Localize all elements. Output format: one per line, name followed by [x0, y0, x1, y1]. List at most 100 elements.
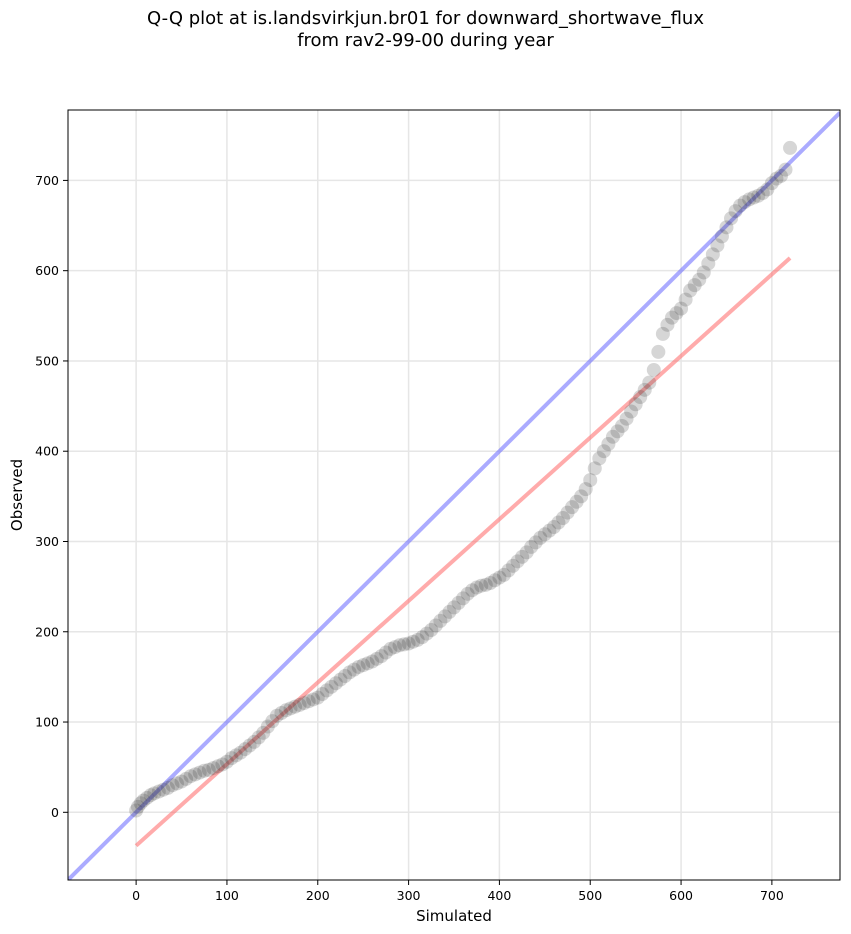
data-point	[251, 730, 266, 745]
data-point	[478, 577, 493, 592]
x-tick-label: 500	[578, 888, 602, 903]
data-point	[310, 690, 325, 705]
data-point	[192, 765, 207, 780]
data-point	[601, 436, 616, 451]
data-point	[374, 649, 389, 664]
data-point	[560, 505, 575, 520]
data-point	[315, 687, 330, 702]
data-point	[451, 595, 466, 610]
data-point	[306, 692, 321, 707]
data-point	[197, 763, 212, 778]
data-point	[328, 676, 343, 691]
data-point	[169, 776, 184, 791]
data-point	[333, 672, 348, 687]
data-point	[751, 188, 766, 203]
data-point	[642, 375, 657, 390]
data-point	[219, 754, 234, 769]
data-point	[733, 198, 748, 213]
data-point	[705, 247, 720, 262]
data-point	[619, 411, 634, 426]
data-point	[188, 767, 203, 782]
data-point	[165, 778, 180, 793]
data-point	[428, 618, 443, 633]
data-point	[610, 424, 625, 439]
data-point	[136, 793, 151, 808]
data-point	[555, 511, 570, 526]
data-point	[183, 769, 198, 784]
data-point	[406, 634, 421, 649]
data-point	[719, 220, 734, 235]
x-tick-label: 100	[215, 888, 239, 903]
data-point	[378, 645, 393, 660]
data-point	[365, 654, 380, 669]
data-point	[456, 591, 471, 606]
data-point	[143, 788, 158, 803]
data-point	[465, 583, 480, 598]
data-point	[655, 326, 670, 341]
data-point	[433, 613, 448, 628]
data-point	[474, 578, 489, 593]
data-point	[728, 204, 743, 219]
data-point	[224, 751, 239, 766]
x-tick-label: 400	[487, 888, 511, 903]
data-point	[469, 580, 484, 595]
data-point	[356, 658, 371, 673]
data-point	[760, 182, 775, 197]
fit-line	[134, 256, 792, 848]
x-axis-label: Simulated	[416, 907, 492, 925]
data-point	[229, 748, 244, 763]
data-point	[519, 545, 534, 560]
data-point	[628, 397, 643, 412]
x-axis: 0 100 200 300 400 500 600 700	[132, 880, 784, 903]
data-point	[383, 641, 398, 656]
data-point	[483, 576, 498, 591]
data-point	[496, 567, 511, 582]
data-point	[392, 638, 407, 653]
data-point	[724, 211, 739, 226]
data-point	[742, 192, 757, 207]
y-axis-label: Observed	[8, 459, 26, 531]
data-point	[683, 283, 698, 298]
data-point	[256, 725, 271, 740]
data-point	[460, 586, 475, 601]
data-point	[129, 803, 144, 818]
data-point	[278, 703, 293, 718]
data-point	[140, 790, 155, 805]
data-point	[265, 714, 280, 729]
y-tick-label: 500	[35, 353, 59, 368]
data-point	[533, 530, 548, 545]
data-point	[269, 708, 284, 723]
x-tick-label: 700	[760, 888, 784, 903]
data-point	[324, 679, 339, 694]
y-tick-label: 300	[35, 534, 59, 549]
data-point	[783, 140, 798, 155]
data-point	[387, 640, 402, 655]
y-tick-label: 400	[35, 444, 59, 459]
data-point	[615, 418, 630, 433]
data-point	[338, 668, 353, 683]
data-point	[537, 527, 552, 542]
data-point	[233, 745, 248, 760]
data-point	[501, 563, 516, 578]
data-point	[437, 609, 452, 624]
data-point	[701, 256, 716, 271]
data-point	[301, 694, 316, 709]
grid-lines	[68, 110, 840, 880]
data-point	[587, 461, 602, 476]
data-point	[351, 659, 366, 674]
x-tick-label: 200	[306, 888, 330, 903]
data-point	[773, 168, 788, 183]
data-point	[674, 301, 689, 316]
reference-line	[68, 111, 840, 880]
y-tick-label: 100	[35, 715, 59, 730]
chart-title-line-1: Q-Q plot at is.landsvirkjun.br01 for dow…	[147, 8, 704, 29]
data-point	[151, 784, 166, 799]
data-point	[769, 171, 784, 186]
data-point	[551, 515, 566, 530]
plot-frame	[67, 109, 841, 881]
data-point	[242, 738, 257, 753]
data-point	[174, 774, 189, 789]
data-point	[669, 306, 684, 321]
data-point	[247, 734, 262, 749]
